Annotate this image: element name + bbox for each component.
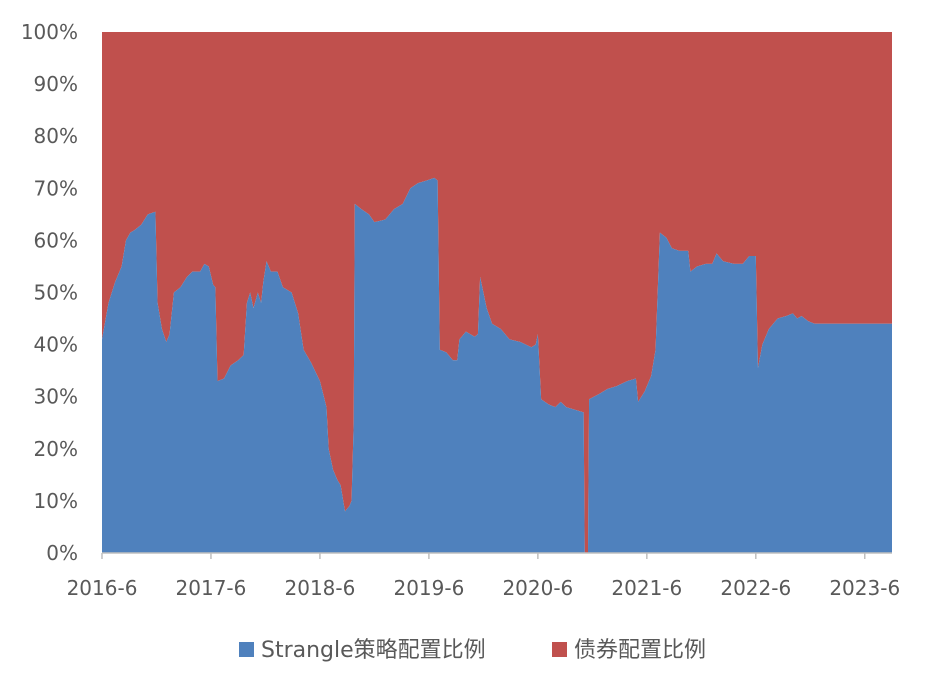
y-tick-label: 80% bbox=[34, 124, 78, 148]
legend-label-bond: 债券配置比例 bbox=[574, 638, 706, 663]
x-tick-label: 2017-6 bbox=[176, 576, 247, 600]
y-tick-label: 40% bbox=[34, 333, 78, 357]
plot-areas bbox=[102, 32, 892, 553]
legend-swatch-bond bbox=[552, 642, 567, 657]
x-axis-ticks: 2016-6 2017-6 2018-6 2019-6 2020-6 2021-6 2022… bbox=[67, 553, 900, 600]
y-tick-label: 60% bbox=[34, 228, 78, 252]
x-tick-label: 2023-6 bbox=[829, 576, 900, 600]
y-tick-label: 10% bbox=[34, 489, 78, 513]
y-tick-label: 70% bbox=[34, 176, 78, 200]
x-tick-label: 2019-6 bbox=[393, 576, 464, 600]
legend: Strangle策略配置比例 债券配置比例 bbox=[239, 638, 706, 663]
x-tick-label: 2022-6 bbox=[720, 576, 791, 600]
x-tick-label: 2016-6 bbox=[67, 576, 138, 600]
area-strangle bbox=[102, 177, 892, 553]
y-tick-label: 30% bbox=[34, 385, 78, 409]
y-axis-ticks: 0% 10% 20% 30% 40% 50% 60% 70% 80% 90% 100% bbox=[21, 20, 78, 565]
y-tick-label: 20% bbox=[34, 437, 78, 461]
x-tick-label: 2018-6 bbox=[285, 576, 356, 600]
x-tick-label: 2020-6 bbox=[502, 576, 573, 600]
y-tick-label: 0% bbox=[46, 541, 78, 565]
x-tick-label: 2021-6 bbox=[611, 576, 682, 600]
legend-label-strangle: Strangle策略配置比例 bbox=[261, 638, 486, 663]
y-tick-label: 90% bbox=[34, 72, 78, 96]
area-bond bbox=[102, 32, 892, 553]
legend-swatch-strangle bbox=[239, 642, 254, 657]
y-tick-label: 50% bbox=[34, 281, 78, 305]
y-tick-label: 100% bbox=[21, 20, 78, 44]
